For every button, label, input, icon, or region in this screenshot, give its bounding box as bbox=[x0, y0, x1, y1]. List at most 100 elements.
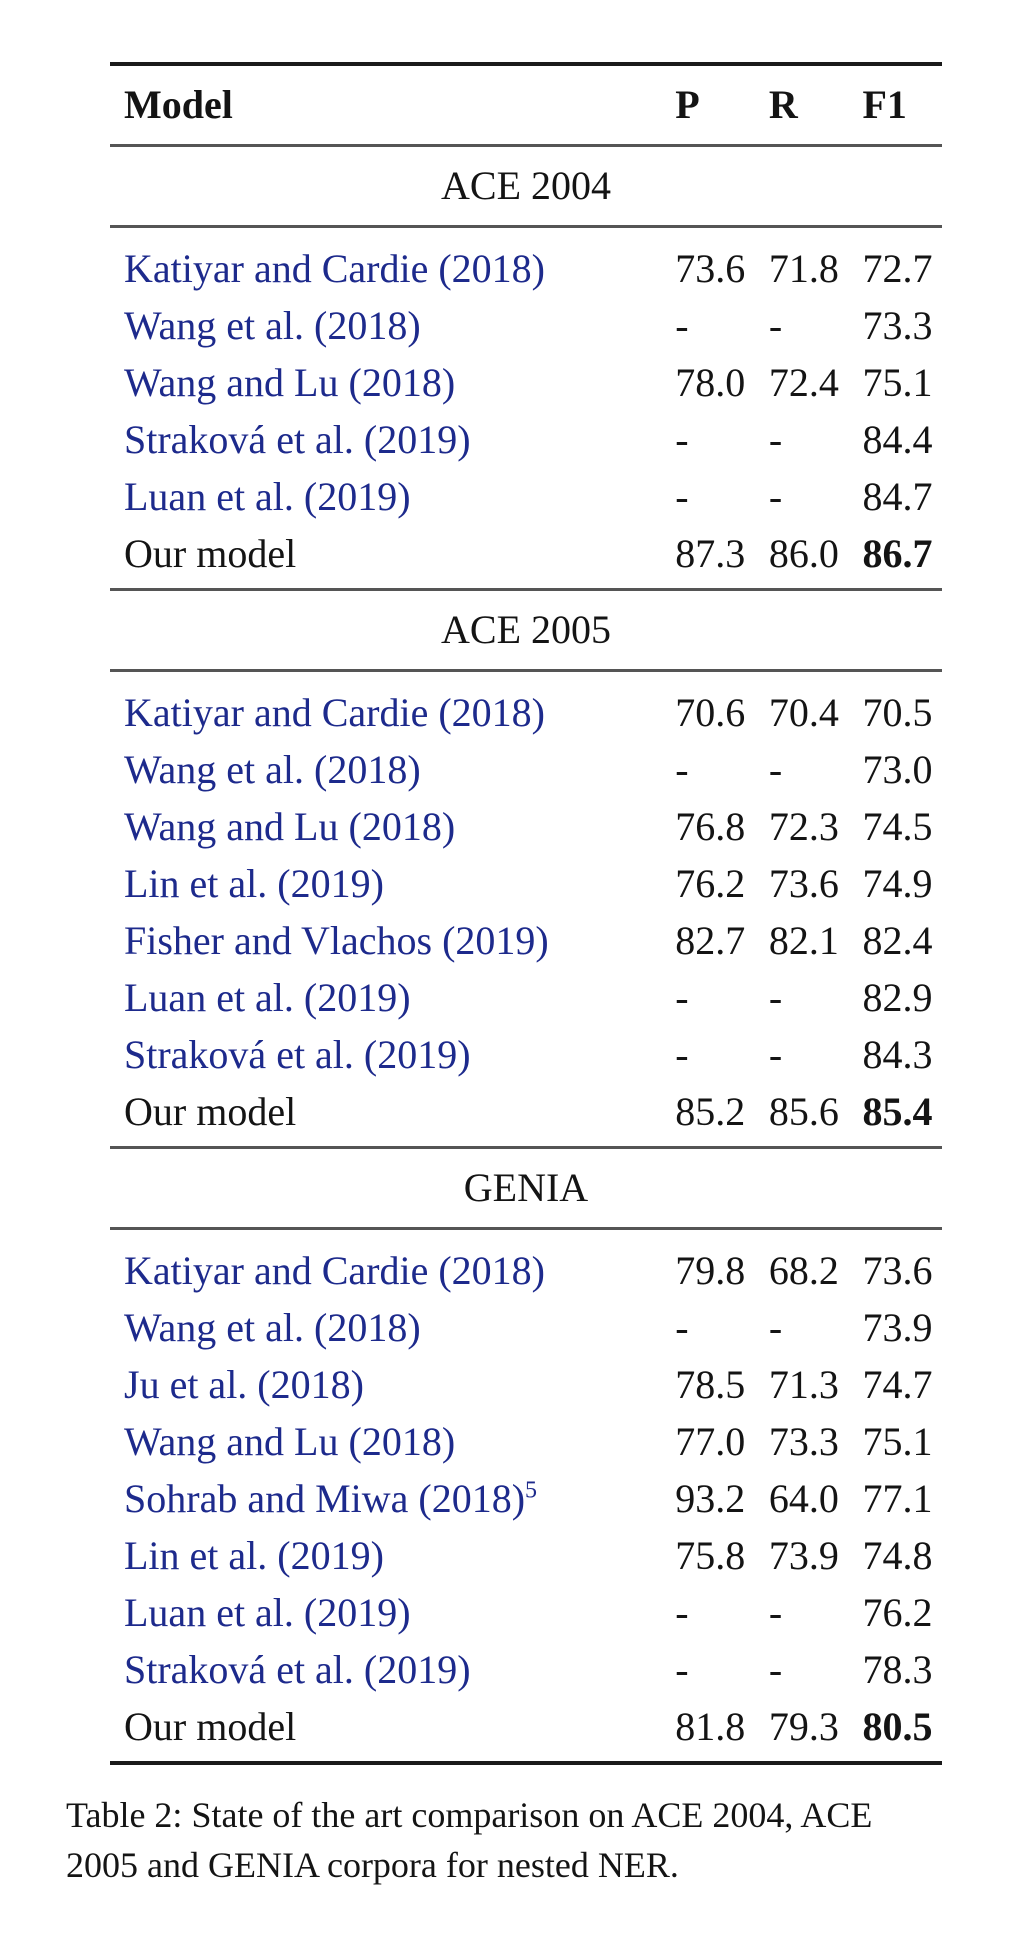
cell-p: 76.2 bbox=[675, 861, 746, 906]
model-name-text: Katiyar and Cardie (2018) bbox=[124, 1248, 545, 1293]
footnote-marker: 5 bbox=[525, 1477, 538, 1504]
cell-f1: 73.3 bbox=[862, 303, 933, 348]
model-citation-link[interactable]: Lin et al. (2019) bbox=[124, 855, 675, 912]
bottom-rule bbox=[110, 1761, 942, 1765]
model-citation-link[interactable]: Katiyar and Cardie (2018) bbox=[124, 1242, 675, 1299]
cell-r: - bbox=[768, 303, 783, 348]
model-citation-link[interactable]: Lin et al. (2019) bbox=[124, 1527, 675, 1584]
section-body: Katiyar and Cardie (2018) 70.6 70.4 70.5 Wan… bbox=[110, 684, 942, 1146]
table-row: Wang and Lu (2018) 76.8 72.3 74.5 bbox=[110, 798, 942, 855]
table-sections: ACE 2004 Katiyar and Cardie (2018) 73.6 71.… bbox=[110, 144, 942, 1765]
header-p: P bbox=[675, 82, 700, 127]
table-row: Fisher and Vlachos (2019) 82.7 82.1 82.4 bbox=[110, 912, 942, 969]
table-row: Luan et al. (2019) - - 76.2 bbox=[110, 1584, 942, 1641]
model-citation-link[interactable]: Wang et al. (2018) bbox=[124, 741, 675, 798]
table-row: Wang et al. (2018) - - 73.0 bbox=[110, 741, 942, 798]
section-rule-bottom bbox=[110, 669, 942, 672]
cell-r: 72.4 bbox=[768, 360, 839, 405]
top-rule bbox=[110, 62, 942, 66]
model-citation-link[interactable]: Straková et al. (2019) bbox=[124, 411, 675, 468]
section-title: ACE 2004 bbox=[441, 163, 611, 208]
model-name-text: Our model bbox=[124, 531, 297, 576]
cell-r: 73.6 bbox=[768, 861, 839, 906]
cell-r: 72.3 bbox=[768, 804, 839, 849]
caption-line-1: Table 2: State of the art comparison on … bbox=[66, 1795, 873, 1835]
cell-f1: 75.1 bbox=[862, 360, 933, 405]
cell-r: - bbox=[768, 747, 783, 792]
cell-r: - bbox=[768, 417, 783, 462]
model-name-text: Wang and Lu (2018) bbox=[124, 804, 456, 849]
model-citation-link[interactable]: Ju et al. (2018) bbox=[124, 1356, 675, 1413]
cell-p: - bbox=[675, 1647, 689, 1692]
header-r: R bbox=[768, 82, 798, 127]
model-name-text: Our model bbox=[124, 1704, 297, 1749]
cell-r: - bbox=[768, 1647, 783, 1692]
table-row: Straková et al. (2019) - - 84.3 bbox=[110, 1026, 942, 1083]
model-citation-link[interactable]: Wang and Lu (2018) bbox=[124, 354, 675, 411]
model-name-text: Straková et al. (2019) bbox=[124, 1032, 471, 1077]
cell-f1: 84.7 bbox=[862, 474, 933, 519]
model-citation-link[interactable]: Luan et al. (2019) bbox=[124, 468, 675, 525]
cell-p: 70.6 bbox=[675, 690, 746, 735]
cell-r: 73.9 bbox=[768, 1533, 839, 1578]
header-f1: F1 bbox=[862, 82, 907, 127]
model-citation-link[interactable]: Katiyar and Cardie (2018) bbox=[124, 240, 675, 297]
cell-p: 77.0 bbox=[675, 1419, 746, 1464]
model-name-text: Fisher and Vlachos (2019) bbox=[124, 918, 549, 963]
model-citation-link[interactable]: Sohrab and Miwa (2018)5 bbox=[124, 1470, 675, 1527]
cell-r: - bbox=[768, 1305, 783, 1350]
model-name-text: Wang et al. (2018) bbox=[124, 303, 421, 348]
cell-p: - bbox=[675, 975, 689, 1020]
cell-f1: 76.2 bbox=[862, 1590, 933, 1635]
cell-p: - bbox=[675, 303, 689, 348]
model-name: Our model bbox=[124, 1698, 675, 1755]
table-row: Straková et al. (2019) - - 84.4 bbox=[110, 411, 942, 468]
cell-p: 85.2 bbox=[675, 1089, 746, 1134]
cell-r: - bbox=[768, 1590, 783, 1635]
table-row: Wang et al. (2018) - - 73.9 bbox=[110, 1299, 942, 1356]
cell-f1: 82.4 bbox=[862, 918, 933, 963]
model-citation-link[interactable]: Luan et al. (2019) bbox=[124, 969, 675, 1026]
model-citation-link[interactable]: Wang and Lu (2018) bbox=[124, 798, 675, 855]
table-caption: Table 2: State of the art comparison on … bbox=[66, 1790, 986, 1890]
model-citation-link[interactable]: Straková et al. (2019) bbox=[124, 1026, 675, 1083]
model-citation-link[interactable]: Straková et al. (2019) bbox=[124, 1641, 675, 1698]
model-citation-link[interactable]: Katiyar and Cardie (2018) bbox=[124, 684, 675, 741]
cell-f1: 84.4 bbox=[862, 417, 933, 462]
model-name-text: Wang et al. (2018) bbox=[124, 1305, 421, 1350]
model-citation-link[interactable]: Wang et al. (2018) bbox=[124, 1299, 675, 1356]
cell-r: 68.2 bbox=[768, 1248, 839, 1293]
model-citation-link[interactable]: Fisher and Vlachos (2019) bbox=[124, 912, 675, 969]
model-name-text: Wang and Lu (2018) bbox=[124, 1419, 456, 1464]
model-name-text: Katiyar and Cardie (2018) bbox=[124, 690, 545, 735]
model-citation-link[interactable]: Wang et al. (2018) bbox=[124, 297, 675, 354]
cell-p: - bbox=[675, 747, 689, 792]
cell-p: - bbox=[675, 417, 689, 462]
model-name-text: Katiyar and Cardie (2018) bbox=[124, 246, 545, 291]
cell-f1: 70.5 bbox=[862, 690, 933, 735]
cell-f1: 73.9 bbox=[862, 1305, 933, 1350]
section-title: ACE 2005 bbox=[441, 607, 611, 652]
model-name-text: Wang et al. (2018) bbox=[124, 747, 421, 792]
table-row: Lin et al. (2019) 75.8 73.9 74.8 bbox=[110, 1527, 942, 1584]
cell-f1: 78.3 bbox=[862, 1647, 933, 1692]
table-row: Our model 81.8 79.3 80.5 bbox=[110, 1698, 942, 1755]
section-rule-top bbox=[110, 1146, 942, 1149]
cell-r: 71.3 bbox=[768, 1362, 839, 1407]
cell-f1: 74.8 bbox=[862, 1533, 933, 1578]
cell-r: 82.1 bbox=[768, 918, 839, 963]
model-citation-link[interactable]: Luan et al. (2019) bbox=[124, 1584, 675, 1641]
cell-f1: 77.1 bbox=[862, 1476, 933, 1521]
cell-r: 71.8 bbox=[768, 246, 839, 291]
table-row: Our model 87.3 86.0 86.7 bbox=[110, 525, 942, 582]
cell-f1: 72.7 bbox=[862, 246, 933, 291]
cell-f1: 73.0 bbox=[862, 747, 933, 792]
cell-f1: 75.1 bbox=[862, 1419, 933, 1464]
model-citation-link[interactable]: Wang and Lu (2018) bbox=[124, 1413, 675, 1470]
cell-f1: 86.7 bbox=[862, 531, 933, 576]
cell-r: - bbox=[768, 975, 783, 1020]
cell-f1: 82.9 bbox=[862, 975, 933, 1020]
section-rule-top bbox=[110, 144, 942, 147]
cell-p: 93.2 bbox=[675, 1476, 746, 1521]
cell-p: - bbox=[675, 1305, 689, 1350]
